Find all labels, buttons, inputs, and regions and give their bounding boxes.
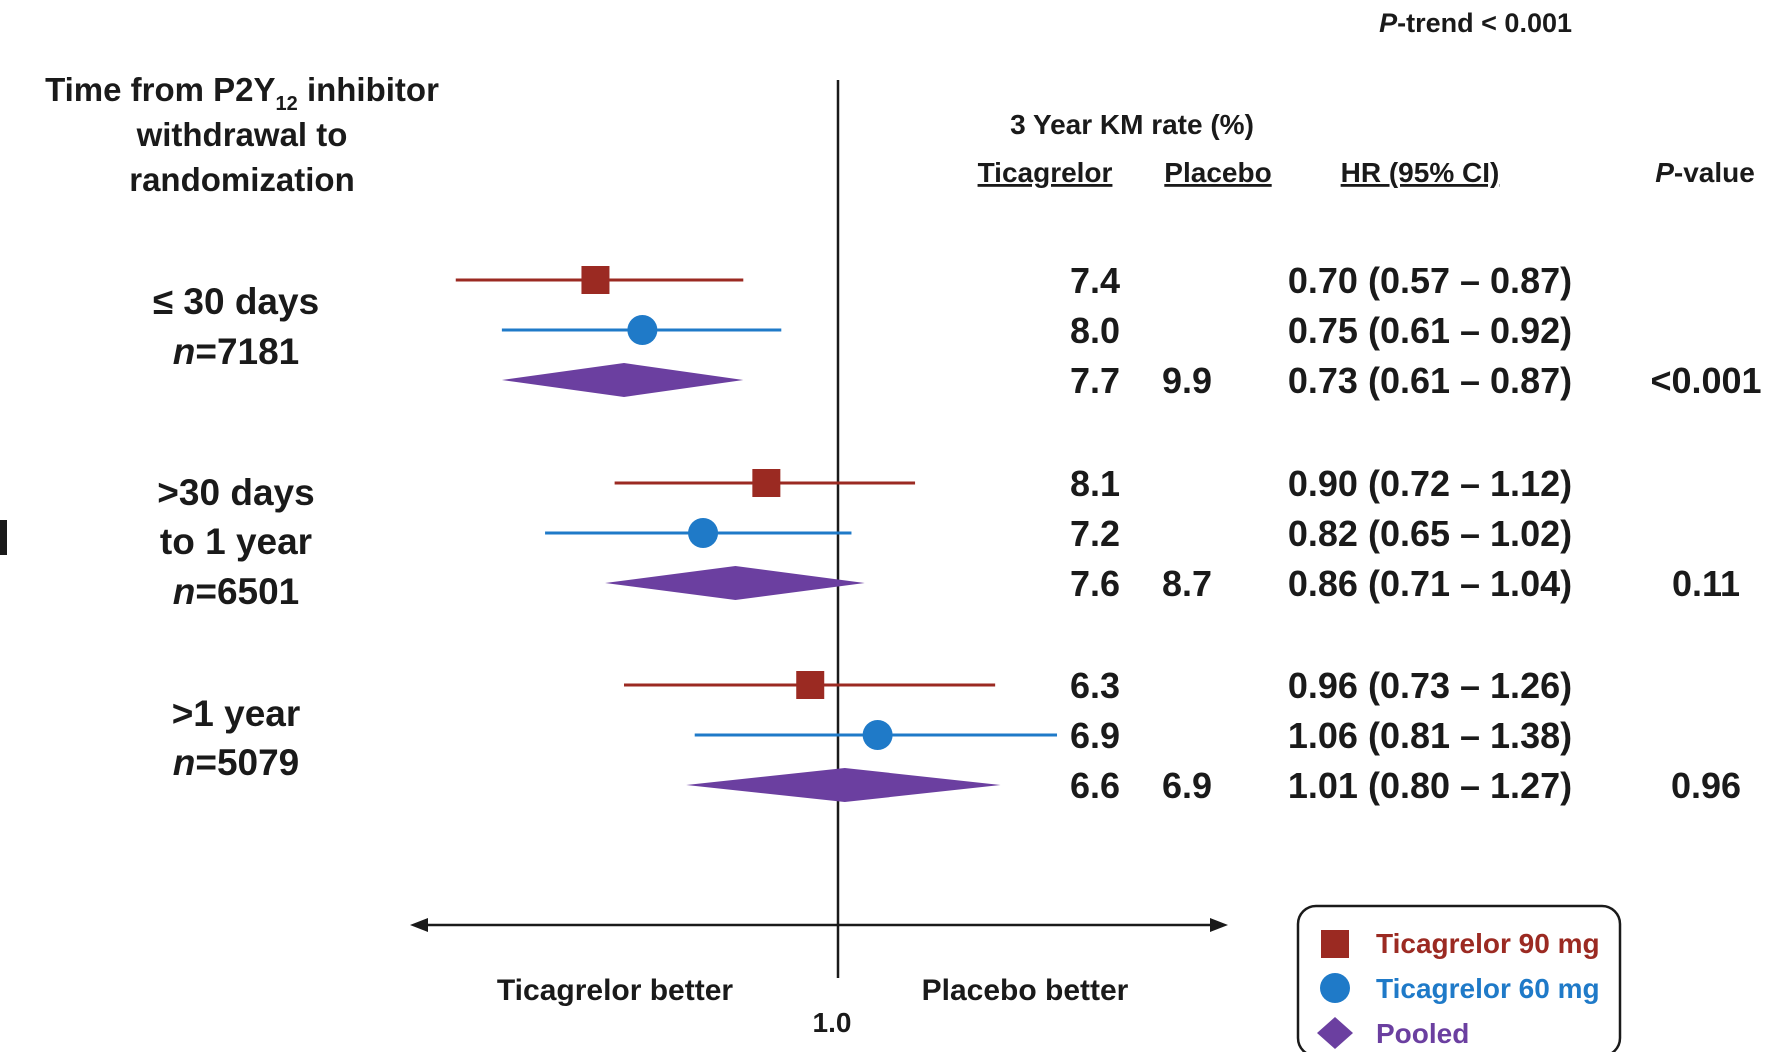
ticagrelor-rate-cell: 7.4: [1070, 260, 1120, 301]
ticagrelor-90-point-square: [796, 671, 825, 699]
hr-ci-cell: 0.75 (0.61 – 0.92): [1288, 310, 1572, 351]
ticagrelor-column-header: Ticagrelor: [978, 157, 1113, 188]
left-header-line-1: Time from P2Y12 inhibitor: [45, 71, 439, 115]
hr-ci-cell: 0.73 (0.61 – 0.87): [1288, 360, 1572, 401]
legend-label-ticagrelor-60: Ticagrelor 60 mg: [1376, 973, 1600, 1004]
ticagrelor-60-point-circle: [862, 720, 893, 750]
ticagrelor-rate-cell: 7.7: [1070, 360, 1120, 401]
group-n-30-days: n=7181: [173, 331, 300, 372]
legend-label-ticagrelor-90: Ticagrelor 90 mg: [1376, 928, 1600, 959]
hr-ci-cell: 0.86 (0.71 – 1.04): [1288, 563, 1572, 604]
placebo-column-header: Placebo: [1164, 157, 1271, 188]
pooled-diamond-mark: [686, 768, 1001, 802]
p-value-cell: 0.96: [1671, 765, 1741, 806]
p-value-cell: <0.001: [1650, 360, 1761, 401]
legend-square-icon: [1321, 930, 1349, 958]
legend: Ticagrelor 90 mg Ticagrelor 60 mg Pooled: [1296, 904, 1622, 1052]
group-label-30-days-to-1-year-line-1: >30 days: [157, 472, 314, 513]
left-header-line-2: withdrawal to: [136, 116, 348, 153]
reference-value-label: 1.0: [813, 1007, 852, 1038]
left-header-line-3: randomization: [129, 161, 355, 198]
forest-marks: [455, 266, 1058, 802]
km-rate-header: 3 Year KM rate (%): [1010, 109, 1254, 140]
legend-label-pooled: Pooled: [1376, 1018, 1469, 1049]
ticagrelor-90-point-square: [581, 266, 610, 294]
group-n-30-days-to-1-year: n=6501: [173, 571, 300, 612]
ticagrelor-90-point-square: [752, 469, 781, 497]
placebo-rate-cell: 6.9: [1162, 765, 1212, 806]
hr-ci-cell: 0.96 (0.73 – 1.26): [1288, 665, 1572, 706]
ticagrelor-60-point-circle: [627, 315, 658, 345]
legend-circle-icon: [1320, 973, 1350, 1003]
right-arrowhead: [1210, 918, 1228, 932]
ticagrelor-rate-cell: 6.6: [1070, 765, 1120, 806]
edge-mark: [0, 520, 7, 555]
placebo-better-label: Placebo better: [922, 974, 1129, 1007]
group-label-30-days: ≤ 30 days: [153, 281, 319, 322]
ticagrelor-60-point-circle: [688, 518, 719, 548]
ticagrelor-better-label: Ticagrelor better: [497, 974, 734, 1007]
hr-ci-cell: 0.90 (0.72 – 1.12): [1288, 463, 1572, 504]
group-label-over-1-year: >1 year: [172, 693, 301, 734]
hr-ci-cell: 0.82 (0.65 – 1.02): [1288, 513, 1572, 554]
legend-box: [1296, 904, 1622, 1052]
table-values: 7.4 0.70 (0.57 – 0.87) 8.0 0.75 (0.61 – 0.9…: [1070, 260, 1762, 806]
p-trend: P-trend < 0.001: [1379, 8, 1572, 38]
placebo-rate-cell: 9.9: [1162, 360, 1212, 401]
pooled-diamond-mark: [605, 566, 865, 600]
left-arrowhead: [410, 918, 428, 932]
ticagrelor-rate-cell: 6.3: [1070, 665, 1120, 706]
p-value-column-header: P-value: [1655, 157, 1755, 188]
pooled-diamond-mark: [501, 363, 744, 397]
hr-ci-cell: 1.01 (0.80 – 1.27): [1288, 765, 1572, 806]
ticagrelor-rate-cell: 7.6: [1070, 563, 1120, 604]
hr-column-header: HR (95% CI): [1341, 157, 1500, 188]
group-label-30-days-to-1-year-line-2: to 1 year: [160, 521, 312, 562]
group-labels: ≤ 30 days n=7181 >30 days to 1 year n=65…: [153, 281, 319, 783]
p-value-cell: 0.11: [1672, 563, 1740, 604]
hr-ci-cell: 1.06 (0.81 – 1.38): [1288, 715, 1572, 756]
ticagrelor-rate-cell: 8.0: [1070, 310, 1120, 351]
placebo-rate-cell: 8.7: [1162, 563, 1212, 604]
ticagrelor-rate-cell: 7.2: [1070, 513, 1120, 554]
ticagrelor-rate-cell: 6.9: [1070, 715, 1120, 756]
group-n-over-1-year: n=5079: [173, 742, 300, 783]
legend-diamond-icon: [1317, 1017, 1353, 1049]
table-headers: 3 Year KM rate (%) Ticagrelor Placebo HR…: [978, 109, 1755, 188]
ticagrelor-rate-cell: 8.1: [1070, 463, 1120, 504]
hr-ci-cell: 0.70 (0.57 – 0.87): [1288, 260, 1572, 301]
left-header: Time from P2Y12 inhibitor withdrawal to …: [45, 71, 439, 198]
